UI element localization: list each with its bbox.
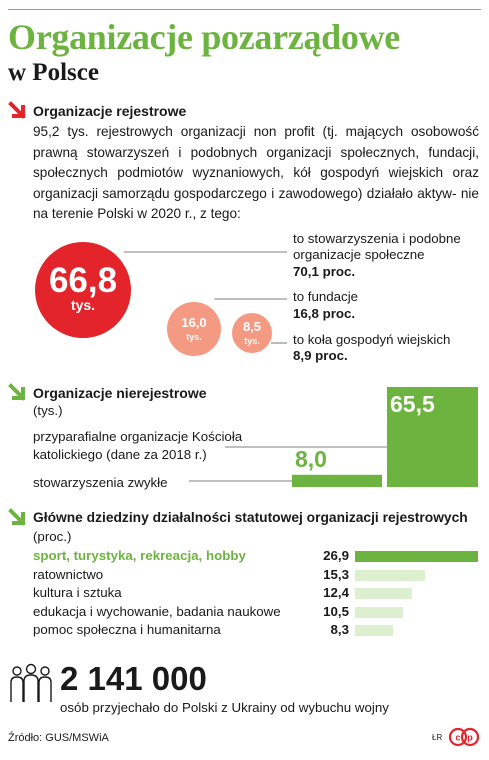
domain-label: ratownictwo — [33, 566, 104, 582]
domain-bar — [355, 625, 393, 636]
bubble — [167, 302, 221, 356]
domain-bar — [355, 569, 425, 581]
domain-bar — [355, 551, 478, 562]
unregistered-heading: Organizacje nierejestrowe — [33, 385, 207, 401]
bar-value-label: 8,0 — [295, 446, 327, 472]
arrow-down-right-icon — [8, 508, 26, 526]
domain-value-label: 12,4 — [323, 585, 349, 600]
ordinary-associations-label: stowarzyszenia zwykłe — [33, 475, 168, 490]
domain-value-label: 26,9 — [323, 548, 349, 563]
bubble-value-label: 16,0 — [181, 315, 206, 330]
domain-label: kultura i sztuka — [33, 585, 122, 600]
domain-label: edukacja i wychowanie, badania naukowe — [33, 603, 281, 619]
bar-value-label: 65,5 — [390, 391, 435, 417]
domains-unit: (proc.) — [33, 529, 72, 544]
bar — [387, 387, 478, 487]
domain-value-label: 15,3 — [323, 566, 349, 582]
domains-bar-chart: sport, turystyka, rekreacja, hobby 26,9 ra… — [33, 547, 481, 647]
label-kgw-value: 8,9 proc. — [293, 348, 348, 363]
domain-value-label: 10,5 — [323, 603, 349, 619]
domain-label: sport, turystyka, rekreacja, hobby — [33, 548, 246, 563]
bubble — [35, 242, 131, 338]
domain-label: pomoc społeczna i humanitarna — [33, 622, 221, 637]
domains-heading: Główne dziedziny działalności statutowej… — [33, 510, 468, 525]
source-note: Źródło: GUS/MSWiA — [8, 732, 109, 744]
arrow-down-right-icon — [8, 101, 26, 119]
bubble-value-label: 66,8 — [49, 261, 117, 300]
label-associations-line2: organizacje społeczne — [293, 247, 425, 262]
top-rule — [8, 9, 481, 10]
ukraine-text: osób przyjechało do Polski z Ukrainy od … — [60, 700, 389, 715]
author-initials: ŁR — [432, 733, 443, 742]
page-subtitle: w Polsce — [8, 59, 99, 86]
bubble-unit-label: tys. — [186, 332, 202, 342]
bubble — [232, 313, 272, 353]
svg-text:c: c — [455, 733, 460, 743]
parish-label-line2: katolickiego (dane za 2018 r.) — [33, 447, 207, 462]
label-foundations-line1: to fundacje — [293, 289, 359, 304]
arrow-down-right-icon — [8, 383, 26, 401]
domain-bar — [355, 588, 412, 599]
page-title: Organizacje pozarządowe — [8, 17, 400, 57]
bubble-unit-label: tys. — [71, 297, 95, 313]
bubble-value-label: 8,5 — [243, 319, 261, 334]
label-foundations-value: 16,8 proc. — [293, 306, 356, 321]
unregistered-unit: (tys.) — [33, 403, 63, 418]
registered-heading: Organizacje rejestrowe — [33, 103, 187, 119]
domain-bar — [355, 606, 403, 618]
parish-label-line1: przyparafialne organizacje Kościoła — [33, 429, 243, 444]
label-associations-line1: to stowarzyszenia i podobne — [293, 231, 461, 246]
svg-text:p: p — [467, 733, 473, 743]
people-group-icon — [10, 663, 52, 702]
unregistered-bar-chart: 65,5 8,0 — [189, 387, 478, 487]
label-kgw-line1: to koła gospodyń wiejskich — [293, 332, 451, 347]
label-associations-value: 70,1 proc. — [293, 264, 356, 279]
bubble-unit-label: tys. — [244, 336, 260, 346]
registered-description: 95,2 tys. rejestrowych organizacji non p… — [33, 124, 479, 221]
cp-logo-icon: c p — [449, 727, 479, 747]
bar — [292, 474, 382, 487]
ukraine-number: 2 141 000 — [60, 660, 207, 697]
domain-value-label: 8,3 — [330, 622, 350, 637]
